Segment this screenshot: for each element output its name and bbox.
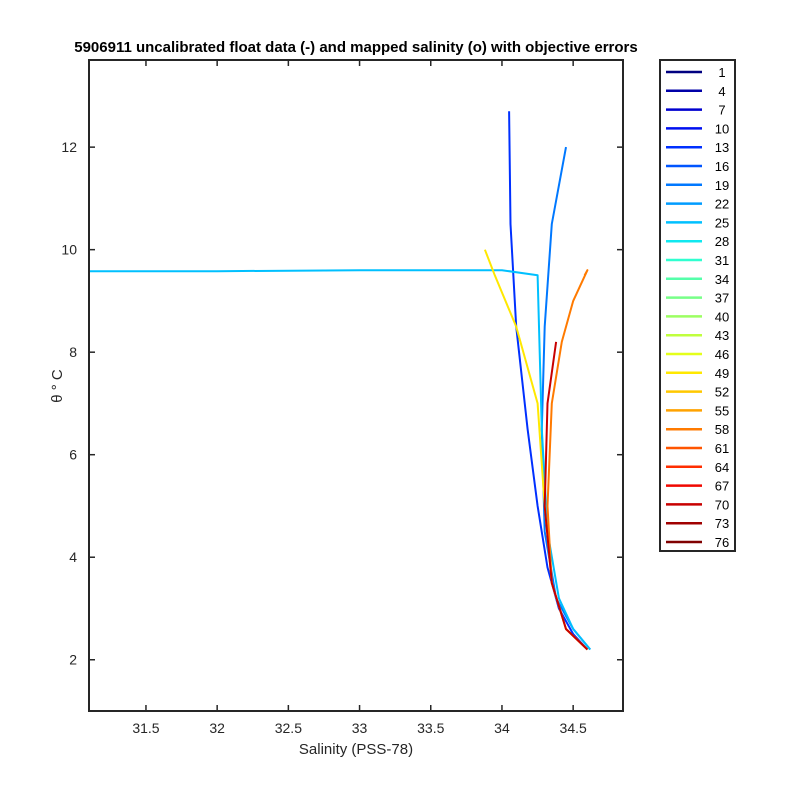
legend-label: 7 xyxy=(718,103,725,118)
x-tick-label: 34 xyxy=(494,720,510,736)
legend-label: 22 xyxy=(715,197,729,212)
legend-box xyxy=(659,59,736,552)
legend-label: 37 xyxy=(715,291,729,306)
legend-label: 55 xyxy=(715,403,729,418)
legend-label: 40 xyxy=(715,309,729,324)
legend-label: 52 xyxy=(715,385,729,400)
y-axis: 2 4 6 8 10 12 xyxy=(61,139,623,668)
plot-area-frame xyxy=(88,59,624,712)
series-line xyxy=(508,111,589,651)
x-tick-label: 32.5 xyxy=(275,720,302,736)
plot-data-layer xyxy=(89,111,591,651)
x-axis: 31.5 32 32.5 33 33.5 34 34.5 xyxy=(132,60,587,736)
y-tick-label: 10 xyxy=(61,242,77,258)
y-tick-label: 6 xyxy=(69,447,77,463)
chart-title: 5906911 uncalibrated float data (-) and … xyxy=(74,39,637,56)
x-tick-label: 33.5 xyxy=(417,720,444,736)
x-tick-label: 32 xyxy=(209,720,225,736)
legend-label: 1 xyxy=(718,65,725,80)
legend-label: 25 xyxy=(715,215,729,230)
legend-label: 4 xyxy=(718,84,725,99)
series-line xyxy=(483,249,589,651)
y-tick-label: 12 xyxy=(61,139,77,155)
legend-label: 76 xyxy=(715,535,729,550)
legend-label: 10 xyxy=(715,121,729,136)
legend: 1 4 7 10 13 16 19 22 25 28 31 34 37 40 43 46 49 52 55 58 61 6… xyxy=(659,59,736,552)
legend-label: 34 xyxy=(715,272,729,287)
legend-label: 49 xyxy=(715,366,729,381)
legend-label: 13 xyxy=(715,140,729,155)
legend-label: 19 xyxy=(715,178,729,193)
legend-label: 58 xyxy=(715,422,729,437)
legend-label: 70 xyxy=(715,497,729,512)
legend-label: 31 xyxy=(715,253,729,268)
y-tick-label: 8 xyxy=(69,344,77,360)
legend-label: 43 xyxy=(715,328,729,343)
series-line xyxy=(89,269,591,651)
legend-label: 73 xyxy=(715,516,729,531)
x-tick-label: 34.5 xyxy=(560,720,587,736)
y-tick-label: 4 xyxy=(69,549,77,565)
legend-label: 61 xyxy=(715,441,729,456)
x-tick-label: 33 xyxy=(352,720,368,736)
legend-label: 16 xyxy=(715,159,729,174)
series-line xyxy=(543,341,589,651)
legend-label: 64 xyxy=(715,460,729,475)
legend-label: 28 xyxy=(715,234,729,249)
legend-label: 67 xyxy=(715,479,729,494)
y-axis-label: θ ° C xyxy=(49,369,66,403)
x-axis-label: Salinity (PSS-78) xyxy=(299,741,413,758)
y-tick-label: 2 xyxy=(69,652,77,668)
x-tick-label: 31.5 xyxy=(132,720,159,736)
legend-label: 46 xyxy=(715,347,729,362)
